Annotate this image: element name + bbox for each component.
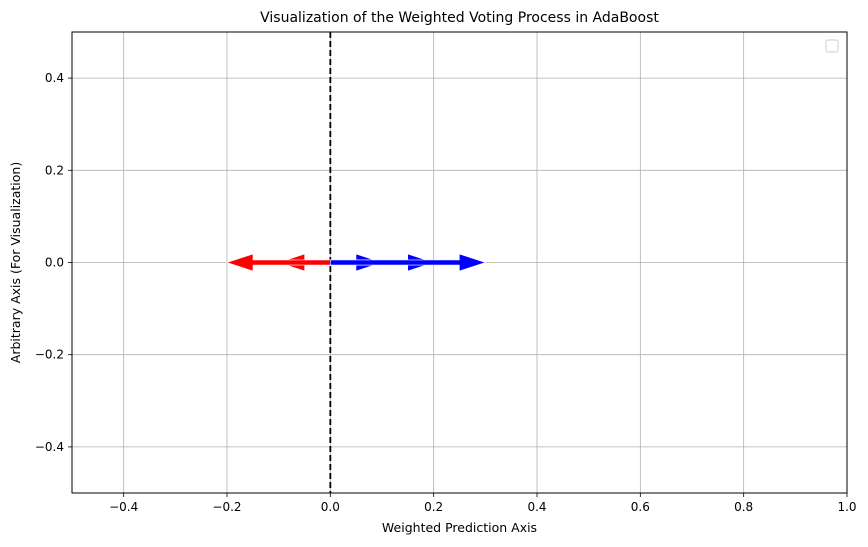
x-tick-label: −0.2 bbox=[212, 500, 241, 514]
x-tick-label: 0.8 bbox=[734, 500, 753, 514]
chart-title: Visualization of the Weighted Voting Pro… bbox=[260, 10, 659, 26]
x-tick-label: −0.4 bbox=[109, 500, 138, 514]
y-tick-label: −0.4 bbox=[35, 440, 64, 454]
y-ticks: −0.4 −0.2 0.0 0.2 0.4 bbox=[35, 71, 72, 454]
x-axis-label: Weighted Prediction Axis bbox=[382, 520, 537, 535]
x-ticks: −0.4 −0.2 0.0 0.2 0.4 0.6 0.8 1.0 bbox=[109, 493, 857, 514]
x-tick-label: 0.6 bbox=[631, 500, 650, 514]
y-tick-label: 0.0 bbox=[45, 256, 64, 270]
arrow-4 bbox=[329, 253, 487, 272]
y-tick-label: −0.2 bbox=[35, 348, 64, 362]
y-axis-label: Arbitrary Axis (For Visualization) bbox=[8, 162, 23, 363]
arrow-1 bbox=[226, 253, 331, 272]
x-tick-label: 0.2 bbox=[424, 500, 443, 514]
legend-box bbox=[825, 39, 839, 53]
x-tick-label: 1.0 bbox=[837, 500, 856, 514]
grid-lines bbox=[72, 32, 848, 493]
arrow-layer bbox=[226, 253, 487, 272]
y-tick-label: 0.4 bbox=[45, 71, 64, 85]
x-tick-label: 0.0 bbox=[321, 500, 340, 514]
y-tick-label: 0.2 bbox=[45, 163, 64, 177]
x-tick-label: 0.4 bbox=[527, 500, 546, 514]
